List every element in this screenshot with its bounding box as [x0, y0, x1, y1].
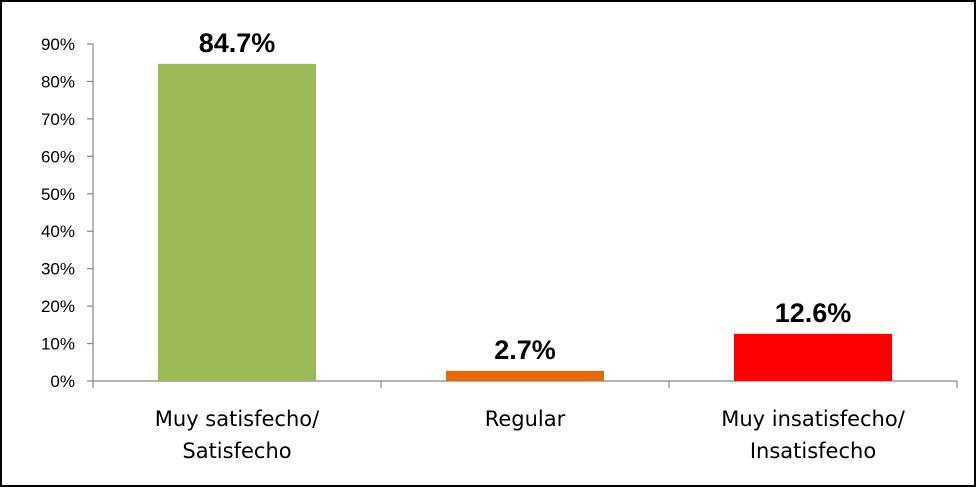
bar [446, 370, 604, 381]
x-category-label-line: Regular [485, 407, 566, 431]
y-tick-label: 0% [50, 372, 75, 391]
x-category-label-line: Muy insatisfecho/ [721, 407, 906, 431]
x-category-label: Muy satisfecho/Satisfecho [155, 407, 320, 463]
x-category-label: Muy insatisfecho/Insatisfecho [721, 407, 906, 463]
y-tick-label: 10% [41, 335, 75, 354]
x-category-label: Regular [485, 407, 566, 431]
y-tick-label: 50% [41, 185, 75, 204]
x-category-label-line: Satisfecho [182, 439, 291, 463]
y-tick-label: 20% [41, 297, 75, 316]
bar [734, 333, 892, 381]
x-category-label-line: Insatisfecho [750, 439, 876, 463]
x-category-label-line: Muy satisfecho/ [155, 407, 320, 431]
bar [158, 63, 316, 382]
y-tick-label: 30% [41, 260, 75, 279]
data-label: 84.7% [199, 28, 276, 58]
y-tick-label: 70% [41, 110, 75, 129]
y-tick-label: 90% [41, 35, 75, 54]
y-tick-label: 60% [41, 147, 75, 166]
y-tick-label: 40% [41, 222, 75, 241]
y-tick-label: 80% [41, 72, 75, 91]
data-label: 2.7% [494, 335, 556, 365]
data-label: 12.6% [775, 298, 852, 328]
